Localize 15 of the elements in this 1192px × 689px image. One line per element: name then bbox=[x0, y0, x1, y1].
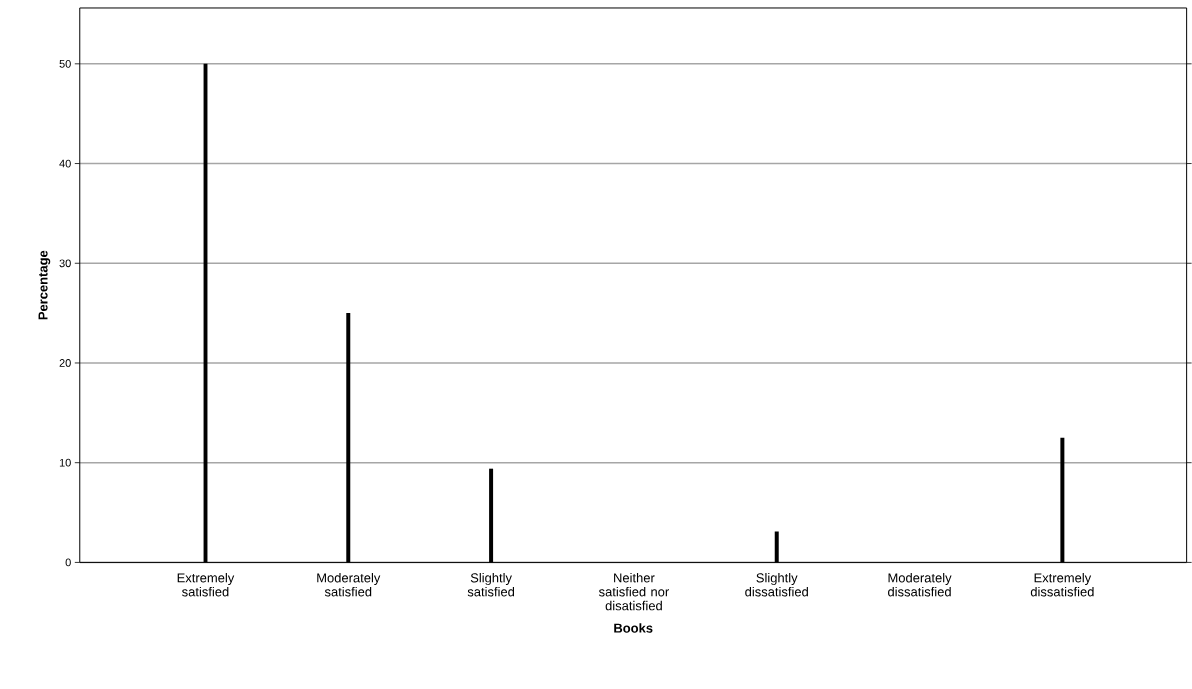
y-tick-label: 30 bbox=[59, 259, 71, 268]
x-tick-label: Slightly satisfied bbox=[467, 572, 515, 597]
y-tick-label: 40 bbox=[59, 159, 71, 168]
y-tick-label: 0 bbox=[65, 558, 71, 567]
x-tick-label: Extremely dissatisfied bbox=[1030, 572, 1094, 597]
y-tick-label: 10 bbox=[59, 458, 71, 467]
x-tick-label: Moderately dissatisfied bbox=[888, 572, 952, 597]
x-tick-label: Moderately satisfied bbox=[317, 572, 381, 597]
x-tick-label: Extremely satisfied bbox=[177, 572, 235, 597]
y-tick-label: 20 bbox=[59, 359, 71, 367]
x-axis-title: Books bbox=[614, 623, 653, 633]
x-tick-label: Neither satisfied nor disatisfied bbox=[598, 572, 669, 611]
y-axis-title: Percentage bbox=[38, 250, 51, 320]
y-tick-label: 50 bbox=[59, 59, 71, 68]
x-tick-label: Slightly dissatisfied bbox=[745, 572, 808, 597]
